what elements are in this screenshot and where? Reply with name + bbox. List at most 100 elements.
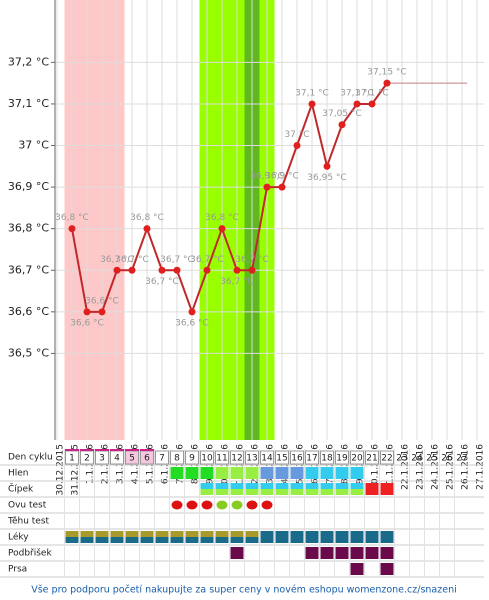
- day-cell: [365, 450, 379, 465]
- day-number: 11: [216, 454, 227, 464]
- cell: [320, 467, 334, 479]
- cell: [290, 467, 304, 479]
- cell: [260, 489, 274, 495]
- day-number: 10: [201, 454, 213, 464]
- cell: [245, 537, 259, 543]
- x-tick-label: 30.12.2015: [56, 444, 66, 496]
- row-label: Čípek: [8, 483, 34, 495]
- cell: [200, 483, 214, 489]
- cell: [215, 483, 229, 489]
- cell: [275, 483, 289, 489]
- cell: [155, 531, 169, 537]
- cell: [365, 547, 379, 559]
- cell: [200, 537, 214, 543]
- point: [143, 225, 151, 233]
- cell: [275, 537, 289, 543]
- ovu-drop: [215, 499, 229, 511]
- day-number: 6: [144, 454, 150, 464]
- day-number: 17: [306, 454, 317, 464]
- data-label: 36,7 °C: [145, 277, 179, 287]
- ovu-drop: [170, 499, 184, 511]
- point: [68, 225, 76, 233]
- cell: [320, 537, 334, 543]
- data-label: 37,1 °C: [295, 88, 329, 98]
- day-cell: [380, 450, 394, 465]
- y-tick-label: 36,5 °C: [8, 346, 49, 359]
- cell: [380, 489, 394, 495]
- day-cell: [290, 450, 304, 465]
- data-label: 37,05 °C: [322, 109, 361, 119]
- day-number: 22: [381, 454, 392, 464]
- cell: [125, 531, 139, 537]
- cell: [320, 547, 334, 559]
- cell: [140, 537, 154, 543]
- cell: [275, 467, 289, 479]
- data-label: 37,15 °C: [367, 68, 406, 78]
- cell: [380, 547, 394, 559]
- day-cell: [335, 450, 349, 465]
- ovu-drop: [230, 499, 244, 511]
- cell: [215, 537, 229, 543]
- cell: [185, 537, 199, 543]
- day-number: 8: [174, 454, 180, 464]
- y-tick-label: 37,2 °C: [8, 55, 49, 68]
- cell: [200, 531, 214, 537]
- cell: [350, 537, 364, 543]
- cell: [155, 537, 169, 543]
- day-number: 26: [441, 454, 453, 464]
- day-cell: [260, 450, 274, 465]
- cell: [365, 483, 379, 489]
- data-label: 36,6 °C: [85, 296, 119, 306]
- day-number: 12: [231, 454, 242, 464]
- day-number: 2: [84, 454, 90, 464]
- x-tick-label: 13.1.2016: [266, 444, 276, 490]
- data-label: 36,6 °C: [175, 318, 209, 328]
- cell: [320, 489, 334, 495]
- point: [128, 266, 136, 274]
- day-number: 1: [69, 454, 75, 464]
- cell: [290, 489, 304, 495]
- ovu-drop: [185, 499, 199, 511]
- cell: [65, 531, 79, 537]
- day-number: 18: [321, 454, 333, 464]
- day-cell: [305, 450, 319, 465]
- cell: [230, 483, 244, 489]
- cell: [305, 547, 319, 559]
- cell: [290, 537, 304, 543]
- y-tick-label: 37,1 °C: [8, 97, 49, 110]
- cell: [95, 537, 109, 543]
- cell: [260, 467, 274, 479]
- cell: [350, 489, 364, 495]
- day-number: 21: [366, 454, 377, 464]
- y-tick-label: 36,9 °C: [8, 180, 49, 193]
- ovu-drop: [245, 499, 259, 511]
- x-tick-label: 25.1.2016: [446, 444, 456, 490]
- day-number: 14: [261, 454, 273, 464]
- point: [188, 308, 196, 316]
- data-label: 36,6 °C: [70, 318, 104, 328]
- data-label: 36,9 °C: [250, 172, 284, 182]
- cell: [335, 547, 349, 559]
- cell: [335, 537, 349, 543]
- cell: [170, 537, 184, 543]
- cell: [245, 531, 259, 537]
- point: [293, 142, 301, 150]
- point: [263, 183, 271, 191]
- day-number: 20: [351, 454, 363, 464]
- cell: [365, 489, 379, 495]
- day-number: 27: [456, 454, 467, 464]
- point: [308, 100, 316, 108]
- cell: [320, 483, 334, 489]
- cell: [275, 531, 289, 537]
- cell: [95, 531, 109, 537]
- day-number: 3: [99, 454, 105, 464]
- cell: [215, 531, 229, 537]
- cell: [380, 531, 394, 537]
- point: [248, 266, 256, 274]
- x-tick-label: 31.12.2015: [71, 444, 81, 496]
- cell: [335, 467, 349, 479]
- cell: [110, 537, 124, 543]
- cell: [200, 467, 214, 479]
- cell: [230, 489, 244, 495]
- day-cell: [230, 450, 244, 465]
